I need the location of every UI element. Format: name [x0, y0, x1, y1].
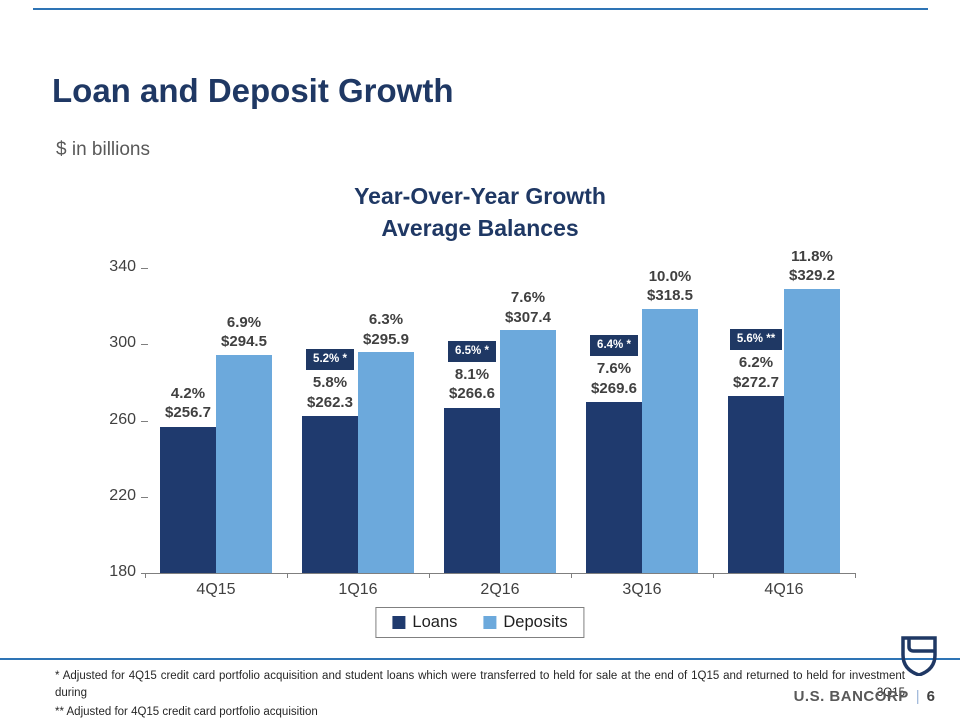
- chart-title-line1: Year-Over-Year Growth: [354, 183, 606, 209]
- x-axis-category-label: 2Q16: [480, 581, 520, 598]
- y-axis-tick: [141, 496, 148, 498]
- deposits-bar-label: 6.3% $295.9: [326, 310, 446, 349]
- deposits-value-label: $329.2: [789, 267, 835, 285]
- deposits-bar: [642, 308, 698, 573]
- y-axis-tick-label: 260: [109, 410, 136, 428]
- x-axis-tick: [713, 573, 714, 578]
- loans-bar: [302, 416, 358, 573]
- deposits-bar: [784, 288, 840, 573]
- chart-title: Year-Over-Year Growth Average Balances: [0, 180, 960, 244]
- slide-title: Loan and Deposit Growth: [52, 72, 454, 109]
- y-axis-tick-label: 220: [109, 486, 136, 504]
- loans-bar: [728, 396, 784, 573]
- x-axis-line: [145, 573, 855, 574]
- loans-value-label: $266.6: [449, 385, 495, 403]
- adjusted-growth-badge: 5.2% *: [306, 349, 354, 371]
- x-axis-tick: [429, 573, 430, 578]
- deposits-growth-label: 6.9%: [226, 313, 262, 331]
- loans-value-label: $262.3: [307, 393, 353, 411]
- y-axis-tick: [141, 420, 148, 422]
- x-axis-tick: [855, 573, 856, 578]
- chart-title-line2: Average Balances: [381, 215, 579, 242]
- deposits-bar-label: 7.6% $307.4: [468, 288, 588, 327]
- page-number: 6: [926, 688, 935, 705]
- footnotes: * Adjusted for 4Q15 credit card portfoli…: [55, 668, 905, 720]
- x-axis-category-label: 1Q16: [338, 581, 378, 598]
- x-axis-category-label: 3Q16: [622, 581, 662, 598]
- deposits-value-label: $295.9: [363, 330, 409, 348]
- footer-divider: |: [915, 688, 920, 705]
- chart-legend: Loans Deposits: [375, 607, 585, 638]
- y-axis-tick: [141, 573, 148, 574]
- legend-label-loans: Loans: [412, 613, 458, 631]
- loans-growth-label: 7.6%: [596, 360, 632, 378]
- legend-item-loans: Loans: [392, 613, 457, 632]
- x-axis-tick: [571, 573, 572, 578]
- y-axis-tick: [141, 344, 148, 346]
- loans-bar-label: 6.5% * 8.1% $266.6: [412, 340, 532, 404]
- deposits-value-label: $318.5: [647, 287, 693, 305]
- deposits-growth-label: 7.6%: [510, 289, 546, 307]
- us-bancorp-shield-icon: [901, 636, 937, 676]
- y-axis-tick-label: 300: [109, 334, 136, 352]
- deposits-value-label: $307.4: [505, 308, 551, 326]
- deposits-bar: [358, 352, 414, 573]
- units-label: $ in billions: [56, 139, 150, 160]
- loans-bar: [160, 426, 216, 573]
- footer: U.S. BANCORP | 6: [794, 688, 935, 705]
- loans-value-label: $269.6: [591, 379, 637, 397]
- loans-bar: [586, 402, 642, 573]
- loans-value-label: $256.7: [165, 404, 211, 422]
- loans-bar: [444, 407, 500, 573]
- deposits-bar-label: 11.8% $329.2: [752, 247, 872, 286]
- x-axis-tick: [145, 573, 146, 578]
- loans-swatch-icon: [392, 616, 406, 629]
- footnote-1: * Adjusted for 4Q15 credit card portfoli…: [55, 670, 905, 700]
- bottom-divider: [0, 658, 960, 660]
- deposits-bar: [500, 330, 556, 573]
- loans-value-label: $272.7: [733, 373, 779, 391]
- deposits-growth-label: 11.8%: [791, 247, 833, 265]
- footer-brand: U.S. BANCORP: [793, 688, 909, 705]
- adjusted-growth-badge: 6.5% *: [448, 340, 496, 362]
- legend-item-deposits: Deposits: [483, 613, 568, 632]
- deposits-bar-label: 10.0% $318.5: [610, 267, 730, 306]
- adjusted-growth-badge: 5.6% **: [729, 329, 783, 351]
- x-axis-category-label: 4Q15: [196, 581, 236, 598]
- deposits-bar-label: 6.9% $294.5: [184, 313, 304, 352]
- footnote-2: ** Adjusted for 4Q15 credit card portfol…: [55, 705, 318, 718]
- deposits-growth-label: 6.3%: [368, 311, 404, 329]
- y-axis-tick-label: 180: [109, 563, 136, 580]
- top-divider: [33, 8, 928, 10]
- x-axis-category-label: 4Q16: [764, 581, 804, 598]
- y-axis-tick-label: 340: [109, 258, 136, 275]
- deposits-value-label: $294.5: [221, 333, 267, 351]
- deposits-growth-label: 10.0%: [648, 267, 692, 285]
- deposits-swatch-icon: [483, 616, 497, 629]
- loans-bar-label: 4.2% $256.7: [128, 384, 248, 423]
- loans-growth-label: 6.2%: [738, 354, 774, 372]
- y-axis-tick: [141, 268, 148, 269]
- adjusted-growth-badge: 6.4% *: [590, 335, 638, 357]
- deposits-bar: [216, 354, 272, 573]
- legend-label-deposits: Deposits: [503, 613, 568, 631]
- x-axis-tick: [287, 573, 288, 578]
- loans-growth-label: 4.2%: [170, 384, 206, 402]
- loans-growth-label: 5.8%: [312, 374, 348, 392]
- loans-bar-label: 5.6% ** 6.2% $272.7: [696, 328, 816, 392]
- loans-growth-label: 8.1%: [454, 365, 490, 383]
- loans-bar-label: 5.2% * 5.8% $262.3: [270, 348, 390, 412]
- loans-bar-label: 6.4% * 7.6% $269.6: [554, 334, 674, 398]
